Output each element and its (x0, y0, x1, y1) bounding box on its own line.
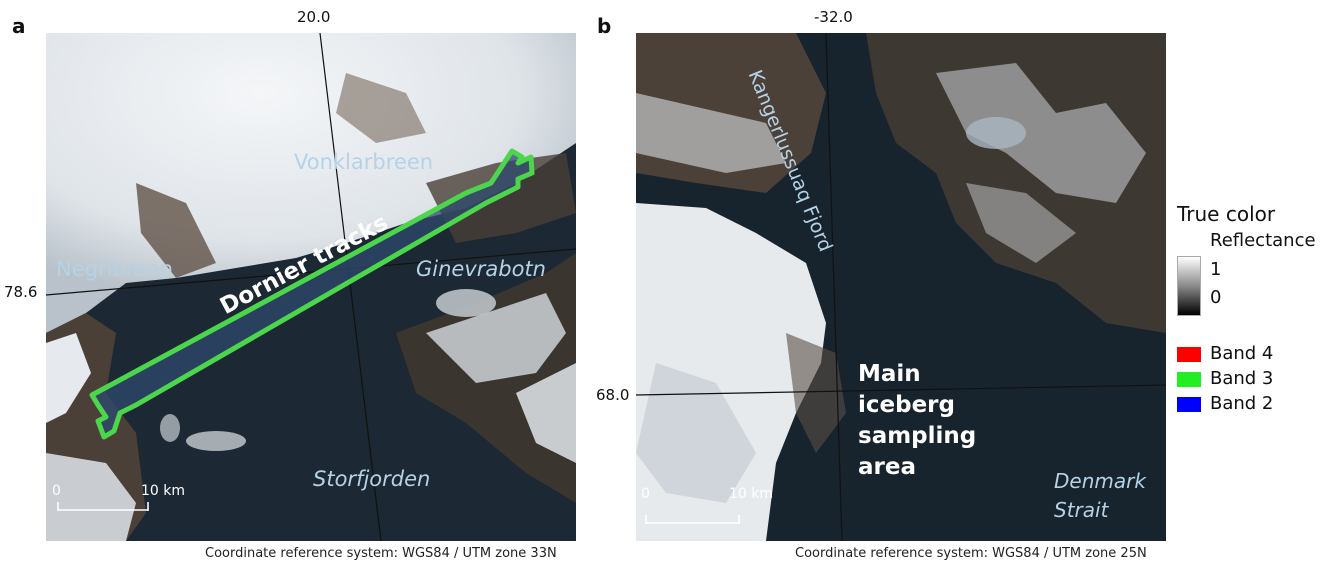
scale-end-label: 10 km (141, 483, 186, 499)
eastern-snow (966, 183, 1076, 263)
sampling-area-line: area (858, 454, 916, 480)
latitude-line (46, 248, 576, 296)
rock-outcrop (786, 333, 846, 453)
panel-b-latitude-label: 68.0 (596, 386, 630, 404)
place-denmark-strait: Denmark Strait (1054, 467, 1146, 525)
place-vonkarbreen: Vonklarbreen (294, 150, 434, 174)
reflectance-max-label: 1 (1210, 259, 1222, 280)
rock-outcrop (336, 73, 426, 143)
sampling-area-line: Main (858, 361, 921, 387)
scale-end-label: 10 km (729, 486, 774, 502)
sampling-area-line: iceberg (858, 392, 955, 418)
latitude-line (636, 384, 1166, 396)
reflectance-gradient (1177, 256, 1201, 316)
band-3-label: Band 3 (1210, 368, 1274, 389)
legend-subtitle: Reflectance (1210, 230, 1316, 251)
denmark-strait-line: Denmark (1054, 469, 1146, 493)
western-snow (46, 453, 136, 541)
panel-a-letter: a (12, 14, 26, 38)
dornier-track-outline (89, 148, 535, 440)
longitude-line (319, 33, 382, 541)
panel-a-map-graphic (46, 33, 576, 541)
northwest-snow (636, 93, 786, 173)
band-3-swatch (1177, 372, 1201, 387)
eastern-snow (936, 63, 1146, 203)
band-4-swatch (1177, 347, 1201, 362)
panel-b-letter: b (597, 14, 612, 38)
eastern-snow (426, 293, 566, 383)
denmark-strait-line: Strait (1054, 498, 1109, 522)
panel-b-crs-note: Coordinate reference system: WGS84 / UTM… (795, 546, 1147, 561)
band-2-label: Band 2 (1210, 393, 1274, 414)
western-snow (46, 333, 91, 423)
band-2-swatch (1177, 397, 1201, 412)
longitude-line (825, 33, 843, 541)
island (160, 414, 180, 442)
panel-a-latitude-label: 78.6 (4, 283, 38, 301)
rock-outcrop (136, 183, 216, 278)
scale-bar (645, 515, 740, 524)
sampling-area-label: Main iceberg sampling area (858, 359, 976, 483)
island (186, 431, 246, 451)
panel-b-map-graphic (636, 33, 1166, 541)
panel-b-longitude-label: -32.0 (814, 8, 853, 26)
panel-a-crs-note: Coordinate reference system: WGS84 / UTM… (205, 546, 557, 561)
scale-start-label: 0 (52, 483, 61, 499)
island (436, 289, 496, 317)
eastern-snow (516, 363, 576, 463)
southwest-ice-shadow (636, 363, 756, 503)
glacier-front (966, 117, 1026, 149)
place-storfjorden: Storfjorden (313, 467, 431, 491)
band-4-label: Band 4 (1210, 343, 1274, 364)
panel-a-longitude-label: 20.0 (297, 8, 331, 26)
panel-a-satellite-map: Vonklarbreen Negribreen Ginevrabotn Stor… (46, 33, 576, 541)
place-ginevrabotn: Ginevrabotn (416, 257, 546, 281)
legend-title: True color (1177, 202, 1276, 226)
place-negribreen: Negribreen (56, 257, 174, 281)
scale-bar (57, 502, 149, 511)
reflectance-min-label: 0 (1210, 287, 1222, 308)
panel-b-satellite-map: Kangerlussuaq Fjord Main iceberg samplin… (636, 33, 1166, 541)
scale-start-label: 0 (641, 486, 650, 502)
sampling-area-line: sampling (858, 423, 977, 449)
